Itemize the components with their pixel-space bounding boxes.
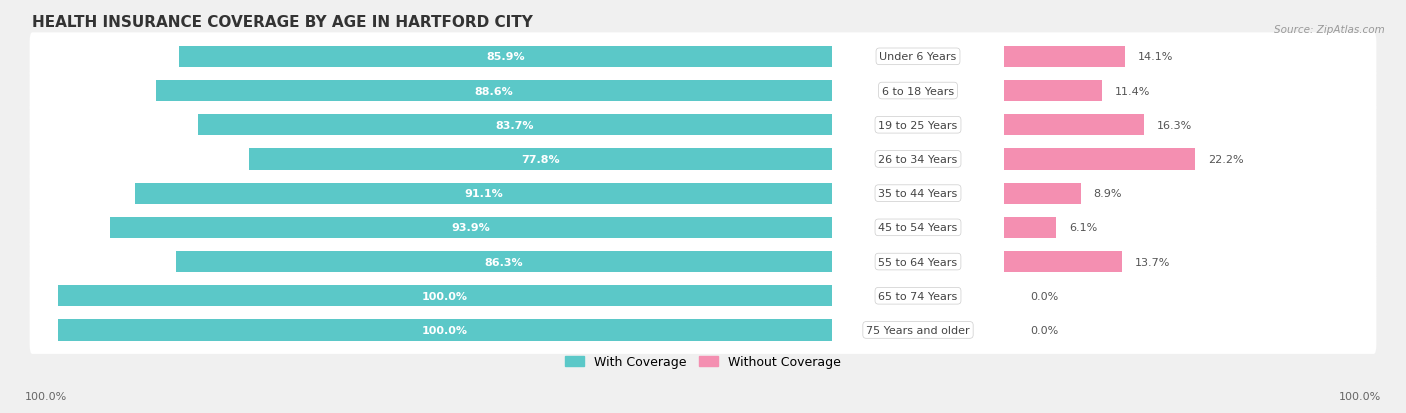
Text: 100.0%: 100.0% [422,325,468,335]
Text: 100.0%: 100.0% [25,391,67,401]
Text: 0.0%: 0.0% [1029,291,1059,301]
Text: 45 to 54 Years: 45 to 54 Years [879,223,957,233]
Text: 6 to 18 Years: 6 to 18 Years [882,86,955,96]
Text: 22.2%: 22.2% [1208,154,1243,164]
Text: 100.0%: 100.0% [1339,391,1381,401]
FancyBboxPatch shape [30,170,1376,218]
Text: 93.9%: 93.9% [451,223,491,233]
Text: 100.0%: 100.0% [422,291,468,301]
Bar [198,115,832,136]
Bar [1004,217,1056,238]
FancyBboxPatch shape [30,272,1376,320]
Text: 16.3%: 16.3% [1157,121,1192,131]
Bar [249,149,832,170]
Bar [1004,47,1125,68]
Text: 8.9%: 8.9% [1094,189,1122,199]
Text: 77.8%: 77.8% [522,154,560,164]
Legend: With Coverage, Without Coverage: With Coverage, Without Coverage [561,351,845,373]
Text: 86.3%: 86.3% [485,257,523,267]
Text: HEALTH INSURANCE COVERAGE BY AGE IN HARTFORD CITY: HEALTH INSURANCE COVERAGE BY AGE IN HART… [32,15,533,30]
FancyBboxPatch shape [30,136,1376,183]
Bar [135,183,832,204]
Text: 0.0%: 0.0% [1029,325,1059,335]
Bar [179,47,832,68]
Text: Under 6 Years: Under 6 Years [879,52,956,62]
Text: 88.6%: 88.6% [475,86,513,96]
Bar [1004,149,1195,170]
Bar [111,217,832,238]
FancyBboxPatch shape [30,306,1376,354]
Text: 13.7%: 13.7% [1135,257,1170,267]
Text: 65 to 74 Years: 65 to 74 Years [879,291,957,301]
FancyBboxPatch shape [30,102,1376,150]
Bar [156,81,832,102]
Bar [1004,183,1081,204]
Text: 11.4%: 11.4% [1115,86,1150,96]
Bar [1004,115,1144,136]
Text: 75 Years and older: 75 Years and older [866,325,970,335]
Text: 14.1%: 14.1% [1139,52,1174,62]
Bar [58,285,832,306]
Text: 35 to 44 Years: 35 to 44 Years [879,189,957,199]
FancyBboxPatch shape [30,238,1376,286]
Text: 83.7%: 83.7% [496,121,534,131]
Text: 19 to 25 Years: 19 to 25 Years [879,121,957,131]
Bar [1004,252,1122,273]
Text: 55 to 64 Years: 55 to 64 Years [879,257,957,267]
Text: 85.9%: 85.9% [486,52,524,62]
Bar [1004,81,1102,102]
Text: 6.1%: 6.1% [1070,223,1098,233]
Text: 26 to 34 Years: 26 to 34 Years [879,154,957,164]
Text: 91.1%: 91.1% [464,189,503,199]
Bar [58,320,832,341]
FancyBboxPatch shape [30,204,1376,252]
FancyBboxPatch shape [30,67,1376,115]
Text: Source: ZipAtlas.com: Source: ZipAtlas.com [1274,25,1385,35]
FancyBboxPatch shape [30,33,1376,81]
Bar [176,252,832,273]
